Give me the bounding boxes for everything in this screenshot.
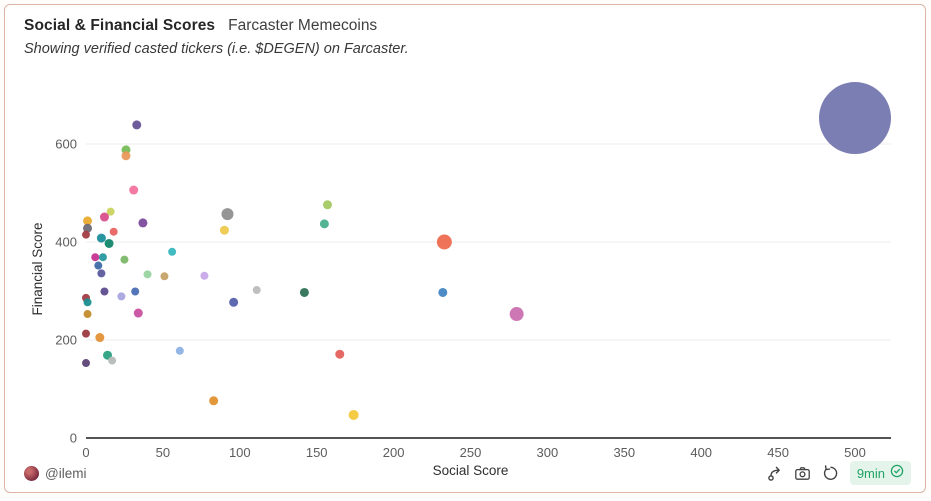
data-point[interactable] bbox=[322, 200, 332, 210]
x-tick-label: 300 bbox=[537, 445, 559, 460]
y-tick-label: 400 bbox=[55, 235, 77, 250]
data-point[interactable] bbox=[94, 261, 103, 270]
x-axis-title: Social Score bbox=[433, 463, 509, 478]
data-point[interactable] bbox=[82, 359, 90, 368]
chart-title: Social & Financial Scores bbox=[24, 17, 216, 34]
x-tick-label: 0 bbox=[82, 445, 89, 460]
y-tick-label: 0 bbox=[70, 431, 77, 446]
data-point[interactable] bbox=[120, 255, 129, 264]
data-point[interactable] bbox=[82, 329, 90, 338]
refresh-status-badge[interactable]: 9min bbox=[849, 461, 911, 485]
data-point[interactable] bbox=[132, 120, 142, 130]
chart-footer: @ilemi bbox=[5, 461, 925, 485]
refresh-icon[interactable] bbox=[822, 464, 839, 482]
author-name: @ilemi bbox=[45, 465, 87, 481]
camera-icon[interactable] bbox=[794, 465, 811, 482]
chart-header: Social & Financial Scores Farcaster Memec… bbox=[24, 17, 409, 57]
data-point[interactable] bbox=[335, 349, 345, 359]
data-point[interactable] bbox=[95, 333, 105, 343]
data-point[interactable] bbox=[83, 216, 93, 226]
data-point[interactable] bbox=[175, 346, 184, 355]
data-point[interactable] bbox=[160, 272, 169, 281]
data-point[interactable] bbox=[96, 233, 106, 243]
data-point[interactable] bbox=[104, 238, 114, 248]
data-point[interactable] bbox=[129, 185, 139, 195]
y-tick-label: 600 bbox=[55, 137, 77, 152]
data-point[interactable] bbox=[117, 292, 126, 301]
x-tick-label: 200 bbox=[383, 445, 405, 460]
x-tick-label: 100 bbox=[229, 445, 251, 460]
data-point[interactable] bbox=[121, 151, 131, 161]
data-point[interactable] bbox=[131, 287, 140, 296]
data-point[interactable] bbox=[82, 230, 90, 239]
x-tick-label: 450 bbox=[767, 445, 789, 460]
author-link[interactable]: @ilemi bbox=[24, 465, 87, 481]
fork-icon[interactable] bbox=[766, 465, 783, 482]
data-point[interactable] bbox=[83, 310, 92, 319]
data-point[interactable] bbox=[91, 253, 100, 262]
data-point[interactable] bbox=[83, 298, 92, 307]
data-point[interactable] bbox=[299, 287, 309, 297]
data-point[interactable] bbox=[436, 234, 452, 250]
data-point[interactable] bbox=[138, 218, 148, 228]
data-point[interactable] bbox=[108, 356, 117, 365]
data-point[interactable] bbox=[106, 207, 115, 216]
data-point[interactable] bbox=[109, 227, 118, 236]
chart-actions: 9min bbox=[766, 461, 911, 485]
data-point[interactable] bbox=[133, 308, 143, 318]
x-tick-label: 350 bbox=[613, 445, 635, 460]
data-point[interactable] bbox=[98, 253, 107, 262]
data-point[interactable] bbox=[221, 208, 234, 221]
data-point[interactable] bbox=[819, 82, 891, 155]
data-point[interactable] bbox=[438, 287, 448, 297]
x-tick-label: 500 bbox=[844, 445, 866, 460]
data-point[interactable] bbox=[97, 269, 106, 278]
x-tick-label: 150 bbox=[306, 445, 328, 460]
data-point[interactable] bbox=[143, 270, 152, 279]
data-point[interactable] bbox=[200, 271, 209, 280]
data-point[interactable] bbox=[83, 223, 93, 233]
chart-description: Showing verified casted tickers (i.e. $D… bbox=[24, 41, 409, 57]
avatar-icon bbox=[24, 465, 39, 481]
data-point[interactable] bbox=[100, 287, 109, 296]
y-axis-title: Financial Score bbox=[30, 222, 45, 315]
data-point[interactable] bbox=[229, 297, 239, 307]
data-point[interactable] bbox=[168, 247, 177, 256]
scatter-plot: 0 200 400 600 0 50 100 150 200 250 300 350 400 450 500… bbox=[30, 82, 891, 478]
verified-check-icon bbox=[890, 464, 904, 483]
data-point[interactable] bbox=[219, 225, 229, 235]
data-point[interactable] bbox=[319, 219, 329, 229]
x-tick-label: 400 bbox=[690, 445, 712, 460]
x-tick-label: 250 bbox=[460, 445, 482, 460]
x-tick-label: 50 bbox=[156, 445, 170, 460]
chart-card: 0 200 400 600 0 50 100 150 200 250 300 350 400 450 500… bbox=[4, 4, 926, 493]
chart-subtitle-tag: Farcaster Memecoins bbox=[228, 17, 378, 34]
data-point[interactable] bbox=[209, 396, 219, 406]
data-point[interactable] bbox=[252, 286, 261, 295]
data-point[interactable] bbox=[99, 212, 109, 222]
data-point[interactable] bbox=[509, 307, 524, 322]
data-point[interactable] bbox=[348, 409, 359, 420]
y-tick-label: 200 bbox=[55, 333, 77, 348]
refresh-age: 9min bbox=[856, 465, 885, 481]
